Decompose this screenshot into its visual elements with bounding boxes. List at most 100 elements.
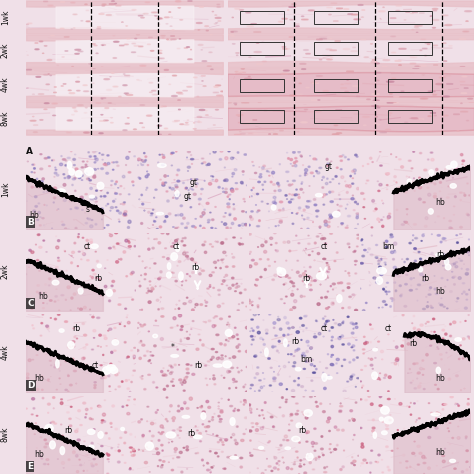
Ellipse shape: [361, 443, 363, 445]
Ellipse shape: [347, 243, 350, 245]
Ellipse shape: [449, 220, 452, 222]
Ellipse shape: [237, 115, 243, 116]
Bar: [314, 109, 358, 123]
Ellipse shape: [118, 219, 119, 220]
Ellipse shape: [288, 430, 290, 431]
Ellipse shape: [446, 352, 447, 353]
Ellipse shape: [366, 180, 369, 181]
Ellipse shape: [57, 354, 59, 355]
Ellipse shape: [328, 165, 329, 166]
Ellipse shape: [222, 303, 224, 304]
Ellipse shape: [130, 451, 132, 453]
Ellipse shape: [226, 339, 227, 341]
Text: ct: ct: [84, 242, 91, 251]
Ellipse shape: [252, 339, 254, 340]
Ellipse shape: [146, 442, 154, 450]
Ellipse shape: [158, 242, 161, 244]
Ellipse shape: [50, 441, 55, 449]
Ellipse shape: [162, 106, 166, 107]
Ellipse shape: [191, 365, 192, 366]
Ellipse shape: [451, 264, 454, 266]
Ellipse shape: [445, 266, 446, 267]
Ellipse shape: [277, 182, 279, 184]
Ellipse shape: [460, 260, 463, 261]
Ellipse shape: [191, 258, 193, 260]
Ellipse shape: [453, 214, 455, 215]
Ellipse shape: [300, 189, 302, 190]
Ellipse shape: [393, 266, 396, 269]
Ellipse shape: [410, 181, 412, 183]
Ellipse shape: [295, 157, 297, 159]
Ellipse shape: [429, 426, 431, 427]
Ellipse shape: [246, 306, 247, 307]
Ellipse shape: [345, 227, 348, 228]
Ellipse shape: [154, 345, 156, 347]
Ellipse shape: [229, 215, 231, 216]
Ellipse shape: [141, 222, 143, 224]
Text: 1wk: 1wk: [1, 182, 10, 197]
Ellipse shape: [116, 181, 118, 182]
Ellipse shape: [82, 323, 84, 325]
Ellipse shape: [309, 462, 311, 464]
Ellipse shape: [306, 432, 308, 434]
Ellipse shape: [465, 273, 468, 275]
Ellipse shape: [250, 251, 251, 253]
Ellipse shape: [360, 381, 361, 382]
Ellipse shape: [73, 158, 75, 160]
Ellipse shape: [441, 277, 443, 279]
Ellipse shape: [98, 431, 103, 438]
Ellipse shape: [386, 446, 388, 447]
Ellipse shape: [104, 400, 106, 401]
Ellipse shape: [240, 457, 243, 459]
Ellipse shape: [73, 360, 75, 361]
Ellipse shape: [184, 237, 186, 239]
Ellipse shape: [303, 331, 304, 332]
Ellipse shape: [324, 220, 327, 223]
Ellipse shape: [445, 326, 446, 327]
Ellipse shape: [327, 376, 332, 379]
Ellipse shape: [206, 401, 209, 403]
Ellipse shape: [207, 361, 210, 362]
Text: hb: hb: [38, 292, 48, 301]
Ellipse shape: [345, 156, 346, 158]
Ellipse shape: [304, 464, 305, 465]
Ellipse shape: [418, 179, 423, 185]
Ellipse shape: [235, 287, 237, 288]
Ellipse shape: [352, 178, 354, 179]
Ellipse shape: [316, 406, 318, 407]
Ellipse shape: [78, 177, 81, 179]
Ellipse shape: [400, 462, 401, 463]
Ellipse shape: [329, 448, 330, 449]
Ellipse shape: [375, 245, 378, 246]
Ellipse shape: [296, 331, 300, 333]
Ellipse shape: [174, 120, 180, 121]
Ellipse shape: [133, 370, 136, 371]
Ellipse shape: [226, 228, 228, 230]
Ellipse shape: [110, 422, 112, 424]
Ellipse shape: [38, 203, 40, 204]
Ellipse shape: [267, 259, 269, 260]
Ellipse shape: [419, 367, 423, 370]
Ellipse shape: [89, 195, 94, 198]
Ellipse shape: [201, 407, 202, 408]
Ellipse shape: [60, 402, 63, 404]
Ellipse shape: [240, 182, 243, 183]
Ellipse shape: [67, 346, 71, 348]
Ellipse shape: [66, 411, 69, 413]
Ellipse shape: [167, 420, 168, 422]
Ellipse shape: [118, 461, 120, 463]
Ellipse shape: [37, 284, 40, 286]
Ellipse shape: [328, 272, 329, 273]
Ellipse shape: [55, 246, 59, 249]
Ellipse shape: [450, 459, 456, 463]
Ellipse shape: [366, 463, 367, 464]
Ellipse shape: [322, 318, 324, 319]
Ellipse shape: [78, 234, 79, 235]
Ellipse shape: [232, 266, 235, 267]
Ellipse shape: [297, 348, 300, 350]
Ellipse shape: [389, 213, 391, 214]
Ellipse shape: [329, 444, 331, 445]
Ellipse shape: [282, 18, 287, 19]
Ellipse shape: [415, 28, 419, 29]
Ellipse shape: [216, 85, 220, 86]
